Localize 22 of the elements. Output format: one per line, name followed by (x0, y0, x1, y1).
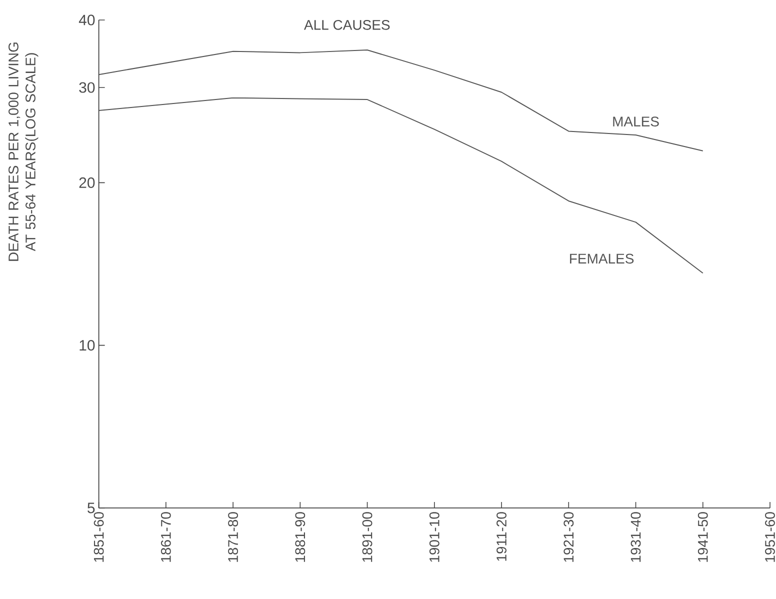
y-tick-label: 10 (80, 340, 95, 351)
series-label: FEMALES (570, 254, 634, 264)
x-tick-label: 1881-90 (295, 512, 306, 562)
x-tick-label: 1871-80 (228, 512, 238, 562)
x-tick-label: 1951-60 (765, 512, 775, 562)
y-tick-label: 40 (78, 14, 95, 26)
y-tick-label: 5 (88, 502, 95, 514)
y-tick-label: 20 (79, 177, 95, 188)
line-series (98, 50, 704, 152)
x-tick-label: 1921-30 (564, 512, 574, 562)
chart-title: ALL CAUSES (304, 20, 390, 30)
x-tick-label: 1931-40 (630, 512, 641, 562)
x-tick-label: 1901-10 (429, 512, 440, 562)
x-tick-label: 1911-20 (496, 512, 506, 561)
x-tick-label: 1891-00 (362, 512, 372, 562)
y-tick-label: 30 (79, 82, 95, 93)
x-tick-label: 1851-60 (94, 512, 104, 562)
x-tick-label: 1941-50 (698, 512, 708, 562)
x-tick-label: 1861-70 (160, 512, 171, 562)
line-series (98, 97, 704, 274)
y-axis-title: DEATH RATES PER 1,000 LIVING AT 55-64 YEARS(LOG SCALE) (8, 42, 38, 261)
series-label: MALES (613, 116, 659, 127)
